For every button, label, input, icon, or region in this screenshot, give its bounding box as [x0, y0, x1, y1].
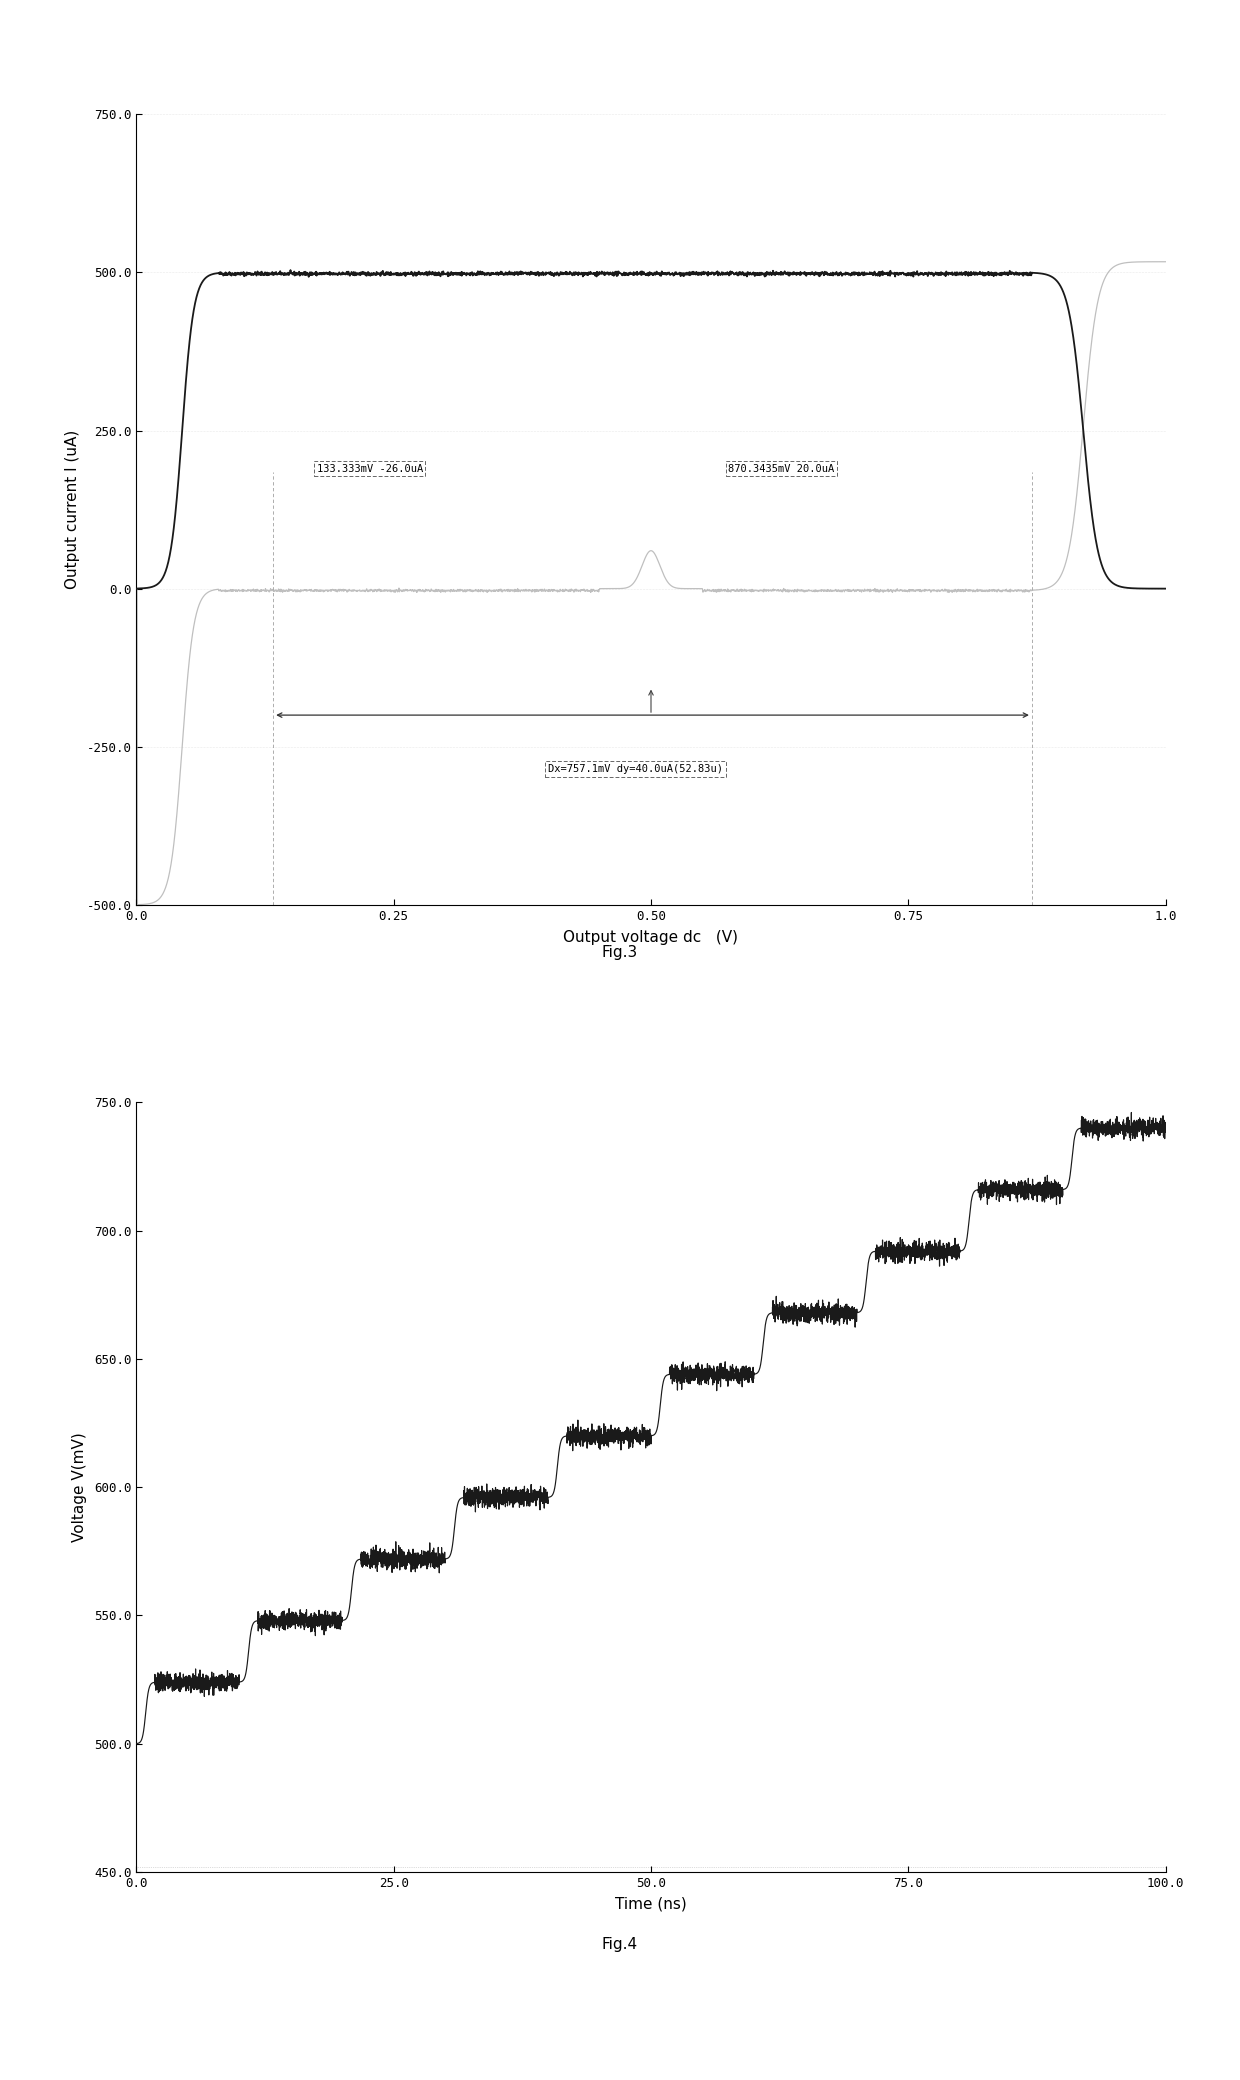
Y-axis label: Voltage V(mV): Voltage V(mV): [72, 1433, 87, 1541]
X-axis label: Output voltage dc   (V): Output voltage dc (V): [563, 930, 739, 944]
Text: Fig.3: Fig.3: [601, 944, 639, 961]
Text: 133.333mV -26.0uA: 133.333mV -26.0uA: [316, 464, 423, 474]
X-axis label: Time (ns): Time (ns): [615, 1897, 687, 1912]
Text: Fig.4: Fig.4: [601, 1936, 639, 1953]
Text: 870.3435mV 20.0uA: 870.3435mV 20.0uA: [728, 464, 835, 474]
Text: Dx=757.1mV dy=40.0uA(52.83u): Dx=757.1mV dy=40.0uA(52.83u): [548, 763, 723, 774]
Y-axis label: Output current I (uA): Output current I (uA): [64, 431, 79, 589]
